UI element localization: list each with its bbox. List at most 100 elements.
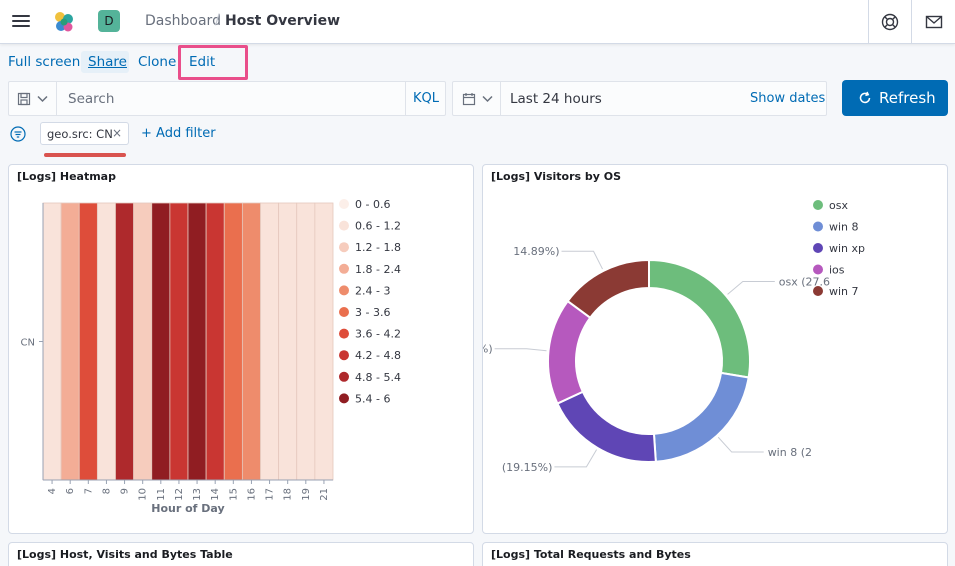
add-filter-button[interactable]: + Add filter [141, 126, 216, 141]
donut-slice [648, 258, 751, 379]
panel-title: [Logs] Total Requests and Bytes [491, 548, 691, 561]
x-tick-label: 12 [174, 488, 185, 501]
legend-label: 0.6 - 1.2 [355, 220, 401, 233]
legend-swatch [813, 243, 823, 253]
x-tick-label: 14 [210, 488, 221, 501]
legend-swatch [813, 286, 823, 296]
x-tick-label: 19 [301, 488, 312, 501]
heatmap-cell [187, 202, 207, 481]
y-tick-label: CN [21, 338, 35, 349]
refresh-button[interactable]: Refresh [842, 80, 948, 116]
legend-label: 4.8 - 5.4 [355, 371, 401, 384]
legend-label: 4.2 - 4.8 [355, 349, 401, 362]
share-link[interactable]: Share [88, 54, 127, 70]
legend-swatch [339, 307, 349, 317]
edit-link[interactable]: Edit [189, 54, 216, 70]
heatmap-cell [314, 202, 334, 481]
share-active-bg [81, 51, 129, 73]
saved-query-button[interactable] [9, 82, 57, 115]
legend-label: 3 - 3.6 [355, 306, 390, 319]
slice-label: win 8 (2 [768, 446, 812, 459]
slice-leader-line [717, 436, 764, 453]
heatmap-cell [96, 202, 116, 481]
donut-slice [556, 390, 657, 463]
space-avatar[interactable]: D [98, 10, 120, 32]
heatmap-cell [151, 202, 171, 481]
total-requests-bytes-panel: [Logs] Total Requests and Bytes [482, 542, 948, 566]
heatmap-cell [241, 202, 261, 481]
chevron-down-icon [482, 95, 493, 103]
legend-label: ios [829, 264, 845, 277]
menu-icon[interactable] [12, 12, 30, 30]
heatmap-cell [42, 202, 62, 481]
chevron-down-icon [37, 95, 48, 103]
header-divider [911, 0, 912, 44]
x-axis-title: Hour of Day [151, 502, 224, 515]
date-picker: Last 24 hours Show dates [452, 81, 827, 116]
query-bar: KQL [8, 81, 446, 116]
legend-label: win 8 [829, 221, 859, 234]
slice-leader-line [554, 449, 598, 468]
heatmap-cell [169, 202, 189, 481]
legend-label: win 7 [829, 285, 859, 298]
slice-leader-line [494, 348, 547, 352]
x-tick-label: 16 [246, 488, 257, 501]
kql-button[interactable]: KQL [405, 82, 446, 115]
legend-label: 2.4 - 3 [355, 284, 390, 297]
legend-swatch [339, 371, 349, 382]
edit-highlight [178, 45, 248, 80]
heatmap-cell [133, 202, 153, 481]
x-tick-label: 17 [265, 488, 276, 501]
calendar-icon [462, 93, 476, 106]
x-tick-label: 9 [120, 488, 131, 494]
filter-pill-label: geo.src: CN [47, 127, 113, 141]
legend-swatch [339, 393, 349, 404]
breadcrumb-dashboard[interactable]: Dashboard [145, 13, 221, 29]
slice-label: 14.89%) [513, 245, 559, 258]
donut-slice [566, 258, 650, 320]
legend-label: 0 - 0.6 [355, 198, 390, 211]
host-visits-bytes-panel: [Logs] Host, Visits and Bytes Table [8, 542, 474, 566]
filter-pill[interactable]: geo.src: CN × [40, 122, 129, 145]
mail-icon[interactable] [924, 12, 944, 32]
heatmap-cell [296, 202, 316, 481]
date-range-text[interactable]: Last 24 hours [510, 91, 602, 107]
legend-swatch [339, 220, 349, 231]
slice-label: osx (27.6 [779, 275, 830, 288]
x-tick-label: 7 [83, 488, 94, 494]
heatmap-cell [278, 202, 298, 481]
close-icon[interactable]: × [112, 126, 123, 140]
help-icon[interactable] [880, 12, 900, 32]
slice-label: (19.15%) [502, 461, 553, 474]
quick-menu-button[interactable] [453, 82, 501, 115]
legend-label: osx [829, 199, 848, 212]
full-screen-link[interactable]: Full screen [8, 54, 81, 70]
legend-swatch [339, 199, 349, 209]
elastic-logo[interactable] [52, 11, 76, 33]
donut-slice [652, 371, 750, 463]
refresh-label: Refresh [879, 89, 936, 107]
donut-slice [547, 299, 592, 405]
show-dates-link[interactable]: Show dates [750, 91, 826, 106]
x-tick-label: 10 [138, 488, 149, 501]
filter-annotation-underline [44, 153, 126, 157]
x-tick-label: 18 [283, 488, 294, 501]
legend-swatch [813, 200, 823, 210]
top-header: D Dashboard / Host Overview [0, 0, 955, 44]
x-tick-label: 11 [156, 488, 167, 501]
legend-swatch [339, 285, 349, 296]
clone-link[interactable]: Clone [138, 54, 177, 70]
legend-label: 5.4 - 6 [355, 392, 390, 405]
legend-swatch [339, 350, 349, 361]
slice-label: (17.02%) [483, 343, 493, 356]
heatmap-cell [205, 202, 225, 481]
heatmap-cell [260, 202, 280, 481]
save-icon [17, 92, 31, 106]
search-input[interactable] [57, 82, 405, 115]
filter-icon[interactable] [10, 126, 26, 142]
panel-title: [Logs] Heatmap [17, 170, 116, 183]
x-tick-label: 4 [47, 488, 58, 494]
panel-title: [Logs] Visitors by OS [491, 170, 622, 183]
x-tick-label: 6 [65, 488, 76, 494]
breadcrumb-separator: / [215, 12, 220, 28]
